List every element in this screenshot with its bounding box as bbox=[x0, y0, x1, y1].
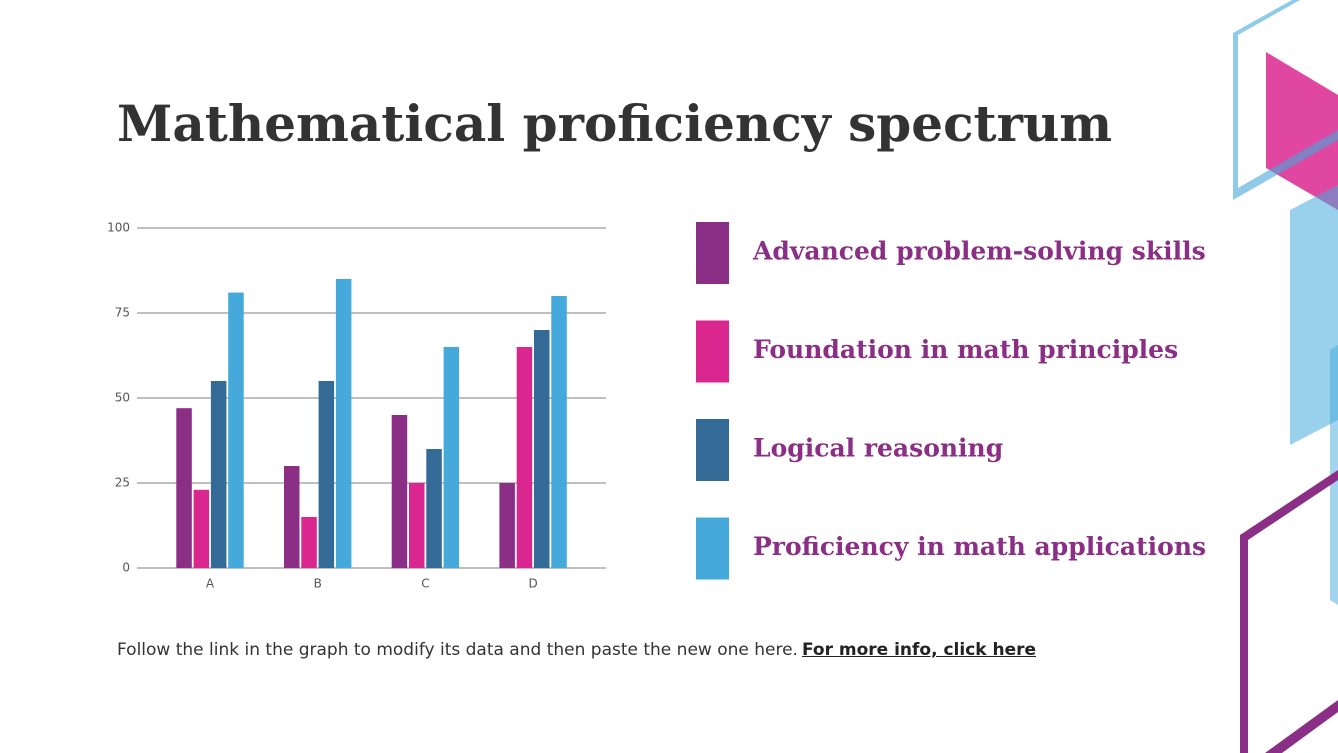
bar bbox=[499, 483, 515, 568]
y-tick-label: 50 bbox=[115, 391, 130, 405]
legend-swatch bbox=[696, 419, 729, 481]
y-tick-label: 100 bbox=[107, 221, 130, 235]
bar bbox=[176, 408, 192, 568]
x-tick-label: B bbox=[314, 577, 322, 591]
y-tick-label: 75 bbox=[115, 306, 130, 320]
bar bbox=[426, 449, 442, 568]
legend-swatch bbox=[696, 517, 729, 580]
bar bbox=[284, 466, 300, 568]
x-tick-label: C bbox=[421, 577, 429, 591]
legend-label: Foundation in math principles bbox=[753, 335, 1178, 364]
legend-label: Logical reasoning bbox=[753, 434, 1003, 463]
bar bbox=[301, 517, 317, 568]
bar bbox=[534, 330, 550, 568]
x-tick-label: D bbox=[528, 577, 537, 591]
footer-text: Follow the link in the graph to modify i… bbox=[117, 640, 798, 660]
legend-swatch bbox=[696, 320, 729, 383]
bar bbox=[318, 381, 335, 568]
footer: Follow the link in the graph to modify i… bbox=[117, 640, 1036, 660]
bar bbox=[193, 489, 210, 568]
legend-label: Advanced problem-solving skills bbox=[752, 237, 1206, 266]
x-tick-label: A bbox=[206, 577, 215, 591]
bar bbox=[409, 483, 425, 568]
legend-swatch bbox=[696, 222, 729, 284]
y-tick-label: 25 bbox=[115, 476, 130, 490]
bar bbox=[210, 381, 227, 568]
bar bbox=[391, 415, 408, 568]
decoration bbox=[1233, 0, 1338, 753]
legend-label: Proficiency in math applications bbox=[753, 532, 1206, 561]
chart-title: Mathematical proficiency spectrum bbox=[117, 94, 1112, 153]
bar bbox=[228, 292, 244, 568]
bar bbox=[443, 347, 460, 568]
bar bbox=[335, 279, 352, 568]
bar bbox=[551, 296, 567, 568]
y-tick-label: 0 bbox=[122, 561, 130, 575]
bar bbox=[516, 347, 533, 568]
info-link[interactable]: For more info, click here bbox=[801, 640, 1037, 660]
